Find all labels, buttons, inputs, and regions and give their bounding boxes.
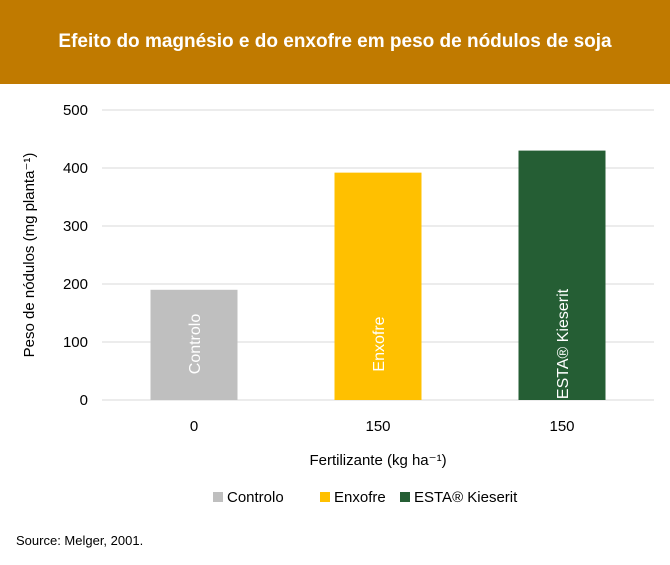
legend-swatch <box>320 492 330 502</box>
y-tick-labels: 0 100 200 300 400 500 <box>63 102 88 409</box>
bar-label: ESTA® Kieserit <box>555 288 572 399</box>
chart-title: Efeito do magnésio e do enxofre em peso … <box>58 31 612 52</box>
x-axis-label: Fertilizante (kg ha⁻¹) <box>309 452 446 469</box>
y-axis-label: Peso de nódulos (mg planta⁻¹) <box>21 153 38 358</box>
bar <box>150 289 238 400</box>
y-tick-label: 0 <box>80 392 88 409</box>
x-tick-label: 150 <box>365 418 390 435</box>
legend-swatch <box>213 492 223 502</box>
bars <box>150 150 606 400</box>
x-tick-label: 0 <box>190 418 198 435</box>
bar <box>334 172 422 400</box>
chart-header: Efeito do magnésio e do enxofre em peso … <box>0 0 670 84</box>
bar <box>518 150 606 400</box>
bar-chart: 0 100 200 300 400 500 Controlo Enxofre ESTA® Ki… <box>21 102 654 506</box>
y-tick-label: 500 <box>63 102 88 119</box>
legend: Controlo Enxofre ESTA® Kieserit <box>213 489 518 506</box>
legend-entry: Controlo <box>227 489 284 506</box>
x-tick-labels: 0 150 150 <box>190 418 575 435</box>
bar-label: Controlo <box>187 314 204 375</box>
y-tick-label: 400 <box>63 160 88 177</box>
legend-entry: ESTA® Kieserit <box>414 489 518 506</box>
source-note: Source: Melger, 2001. <box>16 533 144 548</box>
y-tick-label: 100 <box>63 334 88 351</box>
bar-labels: Controlo Enxofre ESTA® Kieserit <box>187 288 572 399</box>
legend-swatch <box>400 492 410 502</box>
y-tick-label: 300 <box>63 218 88 235</box>
y-tick-label: 200 <box>63 276 88 293</box>
legend-entry: Enxofre <box>334 489 386 506</box>
bar-label: Enxofre <box>371 316 388 371</box>
x-tick-label: 150 <box>549 418 574 435</box>
